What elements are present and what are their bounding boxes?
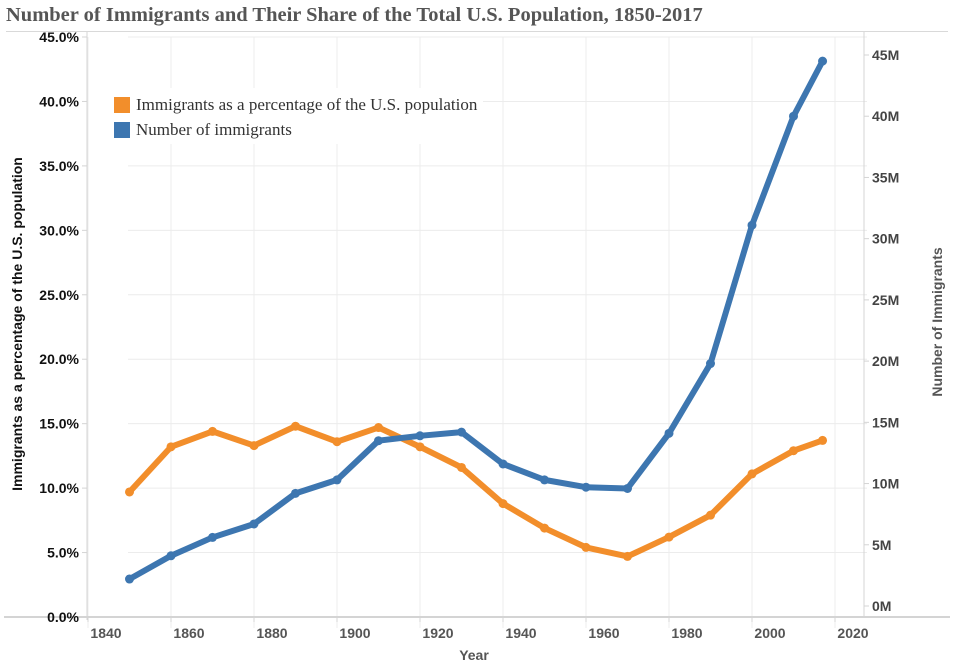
data-point (291, 421, 300, 431)
right-tick-label: 0M (872, 598, 891, 614)
data-point (581, 542, 591, 552)
right-tick-label: 30M (872, 231, 899, 247)
data-point (623, 483, 632, 493)
line-percentage (126, 423, 826, 560)
line-number (126, 58, 826, 583)
data-point (706, 359, 715, 369)
x-tick-label: 1940 (505, 625, 536, 641)
data-point (818, 435, 828, 445)
data-point (249, 441, 259, 451)
legend-item-percentage[interactable]: Immigrants as a percentage of the U.S. p… (114, 92, 477, 117)
data-point (249, 519, 259, 529)
right-tick-label: 5M (872, 537, 891, 553)
data-point (581, 482, 591, 492)
data-point (540, 523, 549, 533)
data-point (415, 431, 425, 441)
data-point (208, 532, 217, 542)
data-point (166, 551, 176, 561)
series-layer (125, 56, 828, 584)
data-point (374, 436, 383, 446)
left-tick-label: 15.0% (39, 416, 79, 432)
right-tick-label: 45M (872, 47, 899, 63)
data-point (291, 488, 300, 498)
data-point (818, 56, 828, 66)
data-point (125, 487, 134, 497)
legend: Immigrants as a percentage of the U.S. p… (114, 88, 484, 144)
x-tick-label: 1920 (422, 625, 453, 641)
series-number (125, 56, 828, 584)
left-tick-label: 5.0% (47, 545, 79, 561)
data-point (166, 442, 176, 452)
left-tick-label: 25.0% (39, 287, 79, 303)
x-axis-ticks: 1840 1860 1880 1900 1920 1940 1960 1980 2000 2020 (87, 617, 869, 641)
data-point (332, 475, 342, 485)
left-tick-label: 40.0% (39, 93, 79, 109)
data-point (747, 469, 757, 479)
left-tick-label: 10.0% (39, 480, 79, 496)
legend-swatch-orange (114, 96, 130, 113)
right-tick-label: 20M (872, 353, 899, 369)
data-point (789, 111, 798, 121)
data-point (332, 437, 342, 447)
data-point (747, 220, 757, 230)
data-point (374, 423, 383, 433)
data-point (664, 532, 674, 542)
data-point (208, 426, 217, 436)
data-point (415, 442, 425, 452)
left-tick-label: 20.0% (39, 351, 79, 367)
title-divider (6, 31, 948, 32)
data-point (789, 446, 798, 456)
chart-title: Number of Immigrants and Their Share of … (6, 4, 703, 26)
x-tick-label: 1860 (173, 625, 204, 641)
right-tick-label: 10M (872, 476, 899, 492)
right-tick-label: 40M (872, 108, 899, 124)
legend-label: Immigrants as a percentage of the U.S. p… (136, 94, 478, 114)
data-point (457, 462, 466, 472)
left-tick-label: 0.0% (47, 609, 79, 625)
x-tick-label: 2000 (754, 625, 785, 641)
legend-item-number[interactable]: Number of immigrants (114, 117, 477, 142)
data-point (498, 459, 508, 469)
left-axis-ticks: 0.0% 5.0% 10.0% 15.0% 20.0% 25.0% 30.0% 35.0% 40… (39, 29, 87, 625)
right-axis-ticks: 0M 5M 10M 15M 20M 25M 30M 35M 40M 45M (864, 47, 899, 614)
axes (4, 32, 950, 620)
right-tick-label: 25M (872, 292, 899, 308)
right-tick-label: 15M (872, 414, 899, 430)
x-tick-label: 1980 (671, 625, 702, 641)
left-tick-label: 30.0% (39, 222, 79, 238)
x-tick-label: 1960 (588, 625, 619, 641)
x-tick-label: 2020 (837, 625, 868, 641)
x-tick-label: 1840 (90, 625, 121, 641)
data-point (706, 510, 715, 520)
data-point (664, 428, 674, 438)
left-tick-label: 45.0% (39, 29, 79, 45)
data-point (623, 551, 632, 561)
left-axis-title: Immigrants as a percentage of the U.S. p… (9, 157, 25, 491)
x-tick-label: 1880 (256, 625, 287, 641)
legend-swatch-blue (114, 121, 130, 138)
legend-label: Number of immigrants (136, 119, 292, 139)
series-percentage (125, 421, 828, 561)
right-axis-title: Number of Immigrants (929, 247, 945, 397)
data-point (125, 574, 134, 584)
x-axis-title: Year (459, 647, 489, 663)
data-point (498, 499, 508, 509)
x-tick-label: 1900 (339, 625, 370, 641)
data-point (457, 427, 466, 437)
right-tick-label: 35M (872, 169, 899, 185)
left-tick-label: 35.0% (39, 158, 79, 174)
data-point (540, 475, 549, 485)
